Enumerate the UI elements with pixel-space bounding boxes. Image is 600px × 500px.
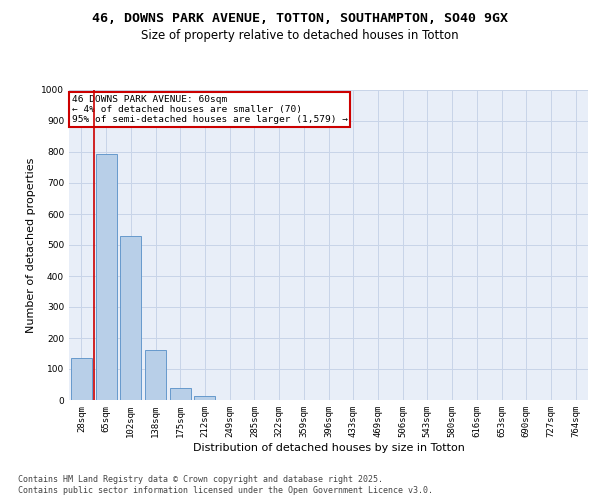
Bar bbox=[71, 358, 92, 400]
Bar bbox=[145, 350, 166, 400]
Text: 46 DOWNS PARK AVENUE: 60sqm
← 4% of detached houses are smaller (70)
95% of semi: 46 DOWNS PARK AVENUE: 60sqm ← 4% of deta… bbox=[71, 94, 347, 124]
Text: Contains public sector information licensed under the Open Government Licence v3: Contains public sector information licen… bbox=[18, 486, 433, 495]
Bar bbox=[170, 388, 191, 400]
Bar bbox=[120, 236, 141, 400]
Text: Contains HM Land Registry data © Crown copyright and database right 2025.: Contains HM Land Registry data © Crown c… bbox=[18, 475, 383, 484]
Text: 46, DOWNS PARK AVENUE, TOTTON, SOUTHAMPTON, SO40 9GX: 46, DOWNS PARK AVENUE, TOTTON, SOUTHAMPT… bbox=[92, 12, 508, 26]
Bar bbox=[95, 154, 116, 400]
X-axis label: Distribution of detached houses by size in Totton: Distribution of detached houses by size … bbox=[193, 442, 464, 452]
Y-axis label: Number of detached properties: Number of detached properties bbox=[26, 158, 35, 332]
Text: Size of property relative to detached houses in Totton: Size of property relative to detached ho… bbox=[141, 29, 459, 42]
Bar bbox=[194, 396, 215, 400]
